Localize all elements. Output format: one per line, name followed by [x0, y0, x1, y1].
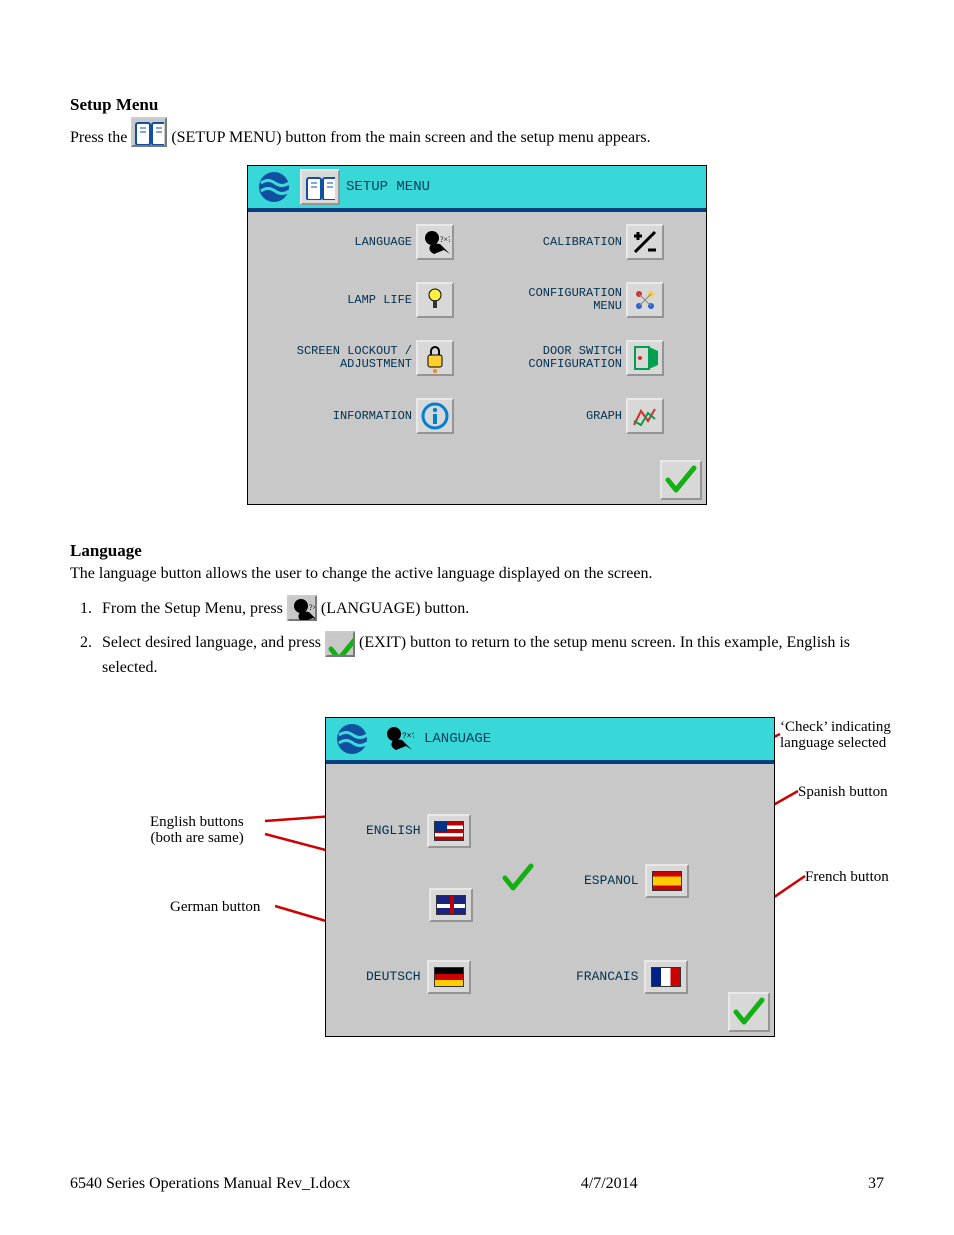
uk-flag-icon [436, 895, 466, 915]
es-flag-icon [652, 871, 682, 891]
logo-icon [254, 169, 294, 205]
english-uk-button[interactable] [429, 888, 473, 922]
logo-icon [332, 721, 372, 757]
label-lockout: SCREEN LOCKOUT / ADJUSTMENT [297, 345, 412, 370]
heading-setup: Setup Menu [70, 95, 884, 115]
label-language: LANGUAGE [354, 236, 412, 249]
door-button[interactable] [626, 340, 664, 376]
deutsch-row: DEUTSCH [366, 960, 471, 994]
info-button[interactable] [416, 398, 454, 434]
footer-right: 37 [868, 1175, 884, 1193]
callout-german: German button [170, 899, 260, 916]
english-us-button[interactable] [427, 814, 471, 848]
ok-button[interactable] [728, 992, 770, 1032]
label-info: INFORMATION [333, 410, 412, 423]
lockout-button[interactable] [416, 340, 454, 376]
lamp-button[interactable] [416, 282, 454, 318]
book-icon [300, 169, 340, 205]
setup-menu-panel: SETUP MENU LANGUAGE LAMP LIFE SCREEN LOC… [247, 165, 707, 505]
steps-list: From the Setup Menu, press (LANGUAGE) bu… [96, 595, 884, 679]
check-icon [325, 631, 355, 657]
callout-french: French button [805, 869, 889, 886]
espanol-row: ESPANOL [584, 864, 689, 898]
language-intro: The language button allows the user to c… [70, 563, 884, 585]
menu-row-lockout: SCREEN LOCKOUT / ADJUSTMENT [254, 338, 454, 378]
calibration-button[interactable] [626, 224, 664, 260]
us-flag-icon [434, 821, 464, 841]
callout-check: ‘Check’ indicating language selected [780, 719, 891, 752]
label-door: DOOR SWITCH CONFIGURATION [528, 345, 622, 370]
intro-row: Press the (SETUP MENU) button from the m… [70, 117, 884, 147]
language-icon [378, 721, 418, 757]
step2-before: Select desired language, and press [102, 634, 321, 651]
language-title: LANGUAGE [424, 731, 491, 747]
english-row: ENGLISH [366, 814, 471, 848]
label-espanol: ESPANOL [584, 873, 639, 888]
heading-language: Language [70, 541, 884, 561]
label-calibration: CALIBRATION [543, 236, 622, 249]
config-button[interactable] [626, 282, 664, 318]
label-config: CONFIGURATION MENU [528, 287, 622, 312]
ok-button[interactable] [660, 460, 702, 500]
menu-row-door: DOOR SWITCH CONFIGURATION [464, 338, 664, 378]
francais-button[interactable] [644, 960, 688, 994]
step1-after: (LANGUAGE) button. [321, 598, 469, 620]
footer-center: 4/7/2014 [581, 1175, 638, 1193]
intro-after: (SETUP MENU) button from the main screen… [171, 129, 650, 147]
page-footer: 6540 Series Operations Manual Rev_I.docx… [70, 1175, 884, 1193]
intro-before: Press the [70, 129, 127, 147]
de-flag-icon [434, 967, 464, 987]
setup-titlebar: SETUP MENU [248, 166, 706, 212]
step-2: Select desired language, and press (EXIT… [96, 631, 884, 679]
label-english: ENGLISH [366, 823, 421, 838]
language-button[interactable] [416, 224, 454, 260]
setup-left-col: LANGUAGE LAMP LIFE SCREEN LOCKOUT / ADJU… [254, 222, 454, 436]
menu-row-lamp: LAMP LIFE [254, 280, 454, 320]
menu-row-info: INFORMATION [254, 396, 454, 436]
label-deutsch: DEUTSCH [366, 969, 421, 984]
espanol-button[interactable] [645, 864, 689, 898]
fr-flag-icon [651, 967, 681, 987]
label-francais: FRANCAIS [576, 969, 638, 984]
english-uk-row [429, 888, 473, 922]
label-graph: GRAPH [586, 410, 622, 423]
setup-title: SETUP MENU [346, 179, 430, 195]
francais-row: FRANCAIS [576, 960, 688, 994]
label-lamp: LAMP LIFE [347, 294, 412, 307]
step1-before: From the Setup Menu, press [102, 598, 283, 620]
book-icon [131, 117, 167, 147]
menu-row-config: CONFIGURATION MENU [464, 280, 664, 320]
footer-left: 6540 Series Operations Manual Rev_I.docx [70, 1175, 350, 1193]
menu-row-calibration: CALIBRATION [464, 222, 664, 262]
selected-check-icon [501, 862, 539, 901]
step-1: From the Setup Menu, press (LANGUAGE) bu… [96, 595, 884, 621]
menu-row-language: LANGUAGE [254, 222, 454, 262]
callout-spanish: Spanish button [798, 784, 888, 801]
language-panel: LANGUAGE ENGLISH ESPANOL DEUTSCH [325, 717, 775, 1037]
callout-english: English buttons (both are same) [150, 814, 244, 847]
language-titlebar: LANGUAGE [326, 718, 774, 764]
graph-button[interactable] [626, 398, 664, 434]
language-icon [287, 595, 317, 621]
setup-right-col: CALIBRATION CONFIGURATION MENU DOOR SWIT… [464, 222, 664, 436]
menu-row-graph: GRAPH [464, 396, 664, 436]
language-figure: ‘Check’ indicating language selected Spa… [110, 699, 880, 1049]
setup-body: LANGUAGE LAMP LIFE SCREEN LOCKOUT / ADJU… [248, 212, 706, 504]
language-body: ENGLISH ESPANOL DEUTSCH FRANCAIS [326, 764, 774, 1036]
deutsch-button[interactable] [427, 960, 471, 994]
